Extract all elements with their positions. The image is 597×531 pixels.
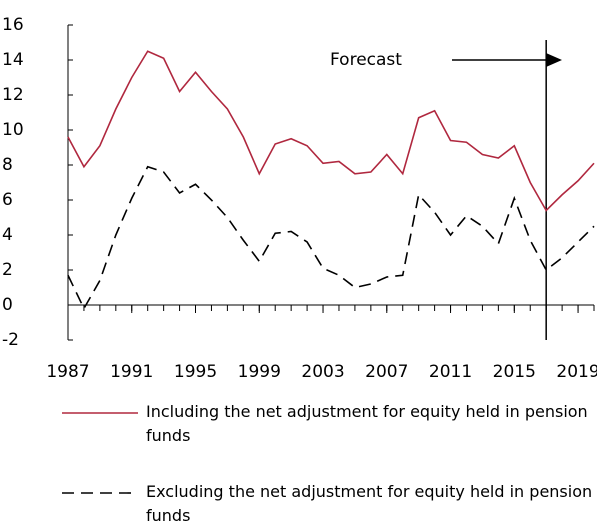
x-tick-label: 2019 xyxy=(556,362,597,382)
series-line xyxy=(67,165,595,311)
x-tick-label: 1999 xyxy=(238,362,281,382)
x-tick-label: 2007 xyxy=(365,362,408,382)
legend-label: Including the net adjustment for equity … xyxy=(146,402,588,445)
y-tick-label: 2 xyxy=(2,260,13,280)
y-tick-label: 10 xyxy=(2,120,24,140)
y-tick-label: -2 xyxy=(2,330,19,350)
y-tick-label: 12 xyxy=(2,85,24,105)
x-tick-label: 1995 xyxy=(174,362,217,382)
y-tick-label: 4 xyxy=(2,225,13,245)
legend-swatch xyxy=(62,492,138,494)
x-tick-label: 1987 xyxy=(46,362,89,382)
forecast-arrowhead xyxy=(546,53,562,67)
forecast-label: Forecast xyxy=(330,50,402,70)
series-line xyxy=(67,50,595,212)
y-tick-label: 8 xyxy=(2,155,13,175)
legend-label: Excluding the net adjustment for equity … xyxy=(146,482,593,525)
y-tick-label: 0 xyxy=(2,295,13,315)
x-tick-label: 2003 xyxy=(301,362,344,382)
x-tick-label: 1991 xyxy=(110,362,153,382)
x-tick-label: 2011 xyxy=(429,362,472,382)
y-tick-label: 6 xyxy=(2,190,13,210)
y-tick-label: 14 xyxy=(2,50,24,70)
y-tick-label: 16 xyxy=(2,15,24,35)
chart: -2 0 2 4 6 8 10 12 14 16 1987 1991 1995 1999 2003 2007 2… xyxy=(2,15,597,382)
legend-swatch xyxy=(62,412,138,414)
x-tick-label: 2015 xyxy=(493,362,536,382)
